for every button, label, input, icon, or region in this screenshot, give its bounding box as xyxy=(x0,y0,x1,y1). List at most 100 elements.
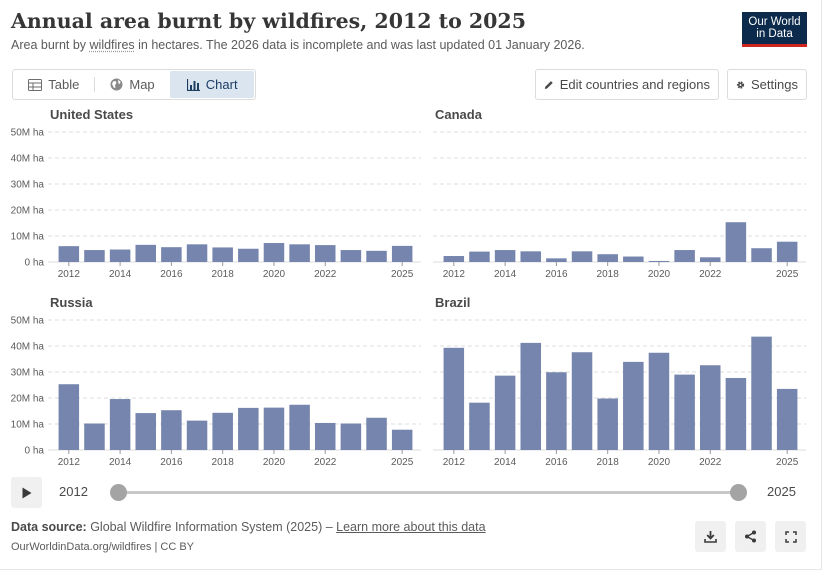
logo-line-2: in Data xyxy=(756,28,793,40)
data-source-text: Global Wildfire Information System (2025… xyxy=(86,520,337,534)
panel-title-brazil: Brazil xyxy=(435,295,470,310)
bar-russia-2018 xyxy=(212,412,233,450)
subtitle-prefix: Area burnt by xyxy=(11,38,90,52)
bar-russia-2024 xyxy=(366,417,387,450)
bar-russia-2021 xyxy=(289,404,310,450)
data-source-prefix: Data source: xyxy=(11,520,87,534)
tab-chart-label: Chart xyxy=(205,77,238,92)
x-tick-label-canada: 2016 xyxy=(545,269,568,280)
play-button[interactable] xyxy=(11,477,42,508)
x-tick-label-russia: 2016 xyxy=(160,457,183,468)
bar-united-states-2017 xyxy=(186,244,208,262)
x-tick-label-canada: 2022 xyxy=(699,269,722,280)
x-tick-label-russia: 2022 xyxy=(314,457,337,468)
x-tick-label-brazil: 2020 xyxy=(648,457,671,468)
bar-brazil-2015 xyxy=(520,342,542,450)
bar-brazil-2019 xyxy=(623,361,644,450)
x-tick-label-united-states: 2016 xyxy=(160,269,183,280)
view-tabs: Table Map Chart xyxy=(12,69,256,100)
subtitle-link-wildfires[interactable]: wildfires xyxy=(89,38,135,52)
page-title: Annual area burnt by wildfires, 2012 to … xyxy=(11,9,526,33)
x-tick-label-united-states: 2025 xyxy=(391,269,414,280)
fullscreen-icon xyxy=(784,530,797,543)
y-tick-label-united-states: 10M ha xyxy=(11,232,45,243)
bar-canada-2019 xyxy=(623,256,644,262)
bar-united-states-2025 xyxy=(391,245,413,262)
bar-united-states-2012 xyxy=(58,246,80,262)
small-multiples-charts: United States 0 ha 10M ha 20M ha 30M ha 40M h… xyxy=(11,107,806,468)
timeline-track[interactable] xyxy=(118,491,738,494)
settings-button[interactable]: Settings xyxy=(727,69,807,100)
chart-icon xyxy=(186,78,200,91)
timeline-end-handle[interactable] xyxy=(730,484,747,501)
x-tick-label-united-states: 2014 xyxy=(109,269,132,280)
bar-united-states-2019 xyxy=(238,248,259,262)
bar-canada-2014 xyxy=(494,250,516,262)
play-icon xyxy=(22,487,31,498)
x-tick-label-russia: 2014 xyxy=(109,457,132,468)
x-tick-label-canada: 2025 xyxy=(776,269,799,280)
bar-united-states-2014 xyxy=(109,249,131,262)
x-tick-label-brazil: 2025 xyxy=(776,457,799,468)
bar-russia-2025 xyxy=(391,429,413,450)
bar-canada-2016 xyxy=(546,258,567,262)
bar-russia-2023 xyxy=(340,423,362,450)
bar-brazil-2014 xyxy=(494,375,516,450)
fullscreen-button[interactable] xyxy=(775,521,806,552)
x-tick-label-canada: 2020 xyxy=(648,269,671,280)
table-icon xyxy=(28,78,43,91)
bar-united-states-2024 xyxy=(366,250,387,262)
bar-canada-2025 xyxy=(776,241,798,262)
bar-united-states-2021 xyxy=(289,244,310,262)
edit-countries-button[interactable]: Edit countries and regions xyxy=(535,69,719,100)
license-text: OurWorldinData.org/wildfires | CC BY xyxy=(11,541,194,553)
bar-canada-2012 xyxy=(443,256,465,262)
bar-brazil-2020 xyxy=(648,352,670,450)
tab-map-label: Map xyxy=(129,77,155,92)
x-tick-label-united-states: 2012 xyxy=(58,269,81,280)
bar-brazil-2021 xyxy=(674,374,695,450)
tab-table-label: Table xyxy=(48,77,80,92)
logo-line-1: Our World xyxy=(748,16,801,28)
learn-more-link[interactable]: Learn more about this data xyxy=(336,520,486,534)
bar-canada-2024 xyxy=(751,248,772,262)
tab-map[interactable]: Map xyxy=(95,71,171,98)
share-button[interactable] xyxy=(735,521,766,552)
owid-logo[interactable]: Our World in Data xyxy=(742,12,807,47)
bar-canada-2013 xyxy=(469,251,490,262)
bar-united-states-2020 xyxy=(263,243,285,262)
bar-brazil-2013 xyxy=(469,402,490,450)
timeline-start-label: 2012 xyxy=(59,484,88,499)
x-tick-label-brazil: 2016 xyxy=(545,457,568,468)
timeline-start-handle[interactable] xyxy=(110,484,127,501)
edit-countries-label: Edit countries and regions xyxy=(559,77,710,92)
pencil-icon xyxy=(544,80,553,89)
bar-united-states-2015 xyxy=(135,244,157,262)
x-tick-label-russia: 2020 xyxy=(263,457,286,468)
x-tick-label-canada: 2018 xyxy=(597,269,620,280)
bar-united-states-2016 xyxy=(161,247,182,262)
x-tick-label-canada: 2014 xyxy=(494,269,517,280)
tab-table[interactable]: Table xyxy=(14,71,94,98)
tab-chart[interactable]: Chart xyxy=(170,71,255,98)
x-tick-label-brazil: 2018 xyxy=(597,457,620,468)
subtitle-suffix: in hectares. The 2026 data is incomplete… xyxy=(134,38,585,52)
bar-russia-2019 xyxy=(238,407,259,450)
bar-united-states-2023 xyxy=(340,250,362,262)
download-button[interactable] xyxy=(695,521,726,552)
bar-brazil-2012 xyxy=(443,347,465,450)
y-tick-label-united-states: 0 ha xyxy=(25,258,45,269)
panel-title-russia: Russia xyxy=(50,295,93,310)
bar-canada-2020 xyxy=(648,260,670,262)
y-tick-label-russia: 20M ha xyxy=(11,394,45,405)
gear-icon xyxy=(736,80,745,89)
data-source: Data source: Global Wildfire Information… xyxy=(11,520,486,534)
y-tick-label-russia: 0 ha xyxy=(25,446,45,457)
bar-brazil-2025 xyxy=(776,388,798,450)
x-tick-label-united-states: 2018 xyxy=(212,269,235,280)
y-tick-label-russia: 40M ha xyxy=(11,342,45,353)
bar-united-states-2018 xyxy=(212,247,233,262)
bar-canada-2017 xyxy=(571,251,593,262)
y-tick-label-united-states: 30M ha xyxy=(11,180,45,191)
y-tick-label-russia: 50M ha xyxy=(11,316,45,327)
